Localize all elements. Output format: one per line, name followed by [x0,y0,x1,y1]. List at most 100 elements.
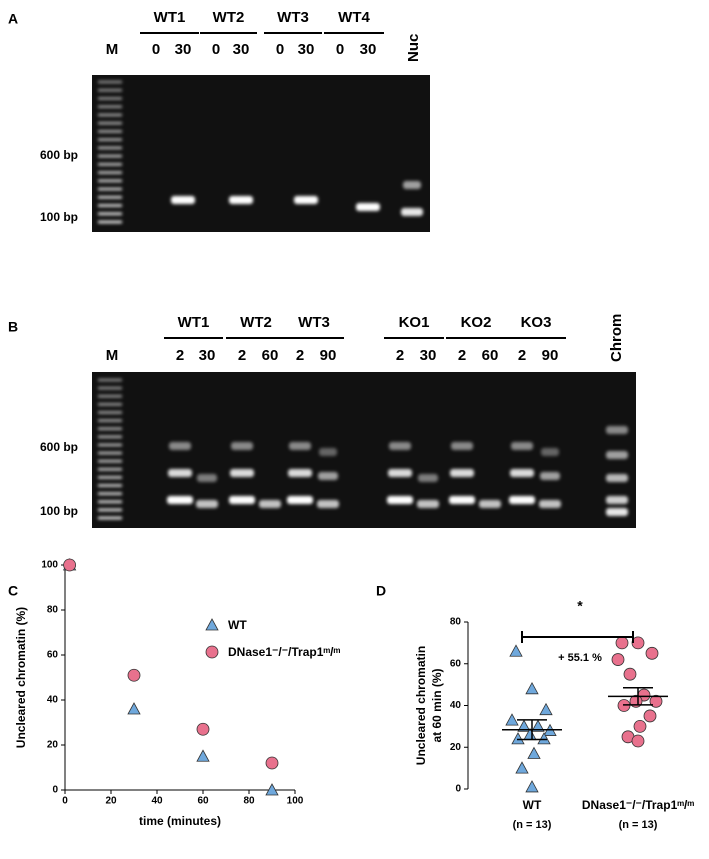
gel-band [511,442,533,450]
ladder-band [98,187,122,191]
lane-label: 30 [233,41,250,58]
ladder-band [98,162,122,166]
lane-label: 90 [320,347,337,364]
gel-band [319,448,337,456]
legend-label: DNase1⁻/⁻/Trap1ᵐ/ᵐ [228,645,340,659]
data-point [63,558,76,572]
ladder-band [98,467,122,471]
gel-band [231,442,253,450]
gel-band [197,474,217,482]
gel-band [169,442,191,450]
data-point [631,734,645,748]
size-label: 600 bp [40,440,78,454]
error-bar [623,687,653,706]
legend-marker [205,618,219,631]
panel-label: A [8,11,18,27]
lane-label: 2 [458,347,466,364]
data-point [517,719,531,732]
gel-band [230,469,254,477]
gel-band [167,496,193,504]
x-tick-label: 20 [105,796,117,807]
ladder-band [98,220,122,224]
ladder-band [98,80,122,84]
group-label: WT1 [178,314,210,331]
ladder-band [98,394,122,398]
data-point [525,681,539,695]
data-point [127,702,141,715]
y-tick-label: 20 [450,742,462,753]
gel-band [317,500,339,508]
data-point [515,761,529,774]
lane-label: 0 [336,41,344,58]
gel-band [606,496,628,504]
x-tick-label: 100 [287,796,304,807]
gel-band [294,196,318,204]
y-tick-label: 20 [47,740,59,751]
extra-lane-label: Nuc [405,34,422,62]
y-tick-label: 80 [47,605,59,616]
ladder-band [98,508,122,512]
y-tick-label: 0 [52,785,58,796]
ladder-band [98,154,122,158]
group-label: KO1 [399,314,430,331]
y-axis-title: at 60 min (%) [430,668,444,742]
ladder-band [98,138,122,142]
x-tick-label: 40 [151,796,163,807]
ladder-band [98,484,122,488]
data-point [643,709,657,723]
y-tick-label: 40 [47,695,59,706]
data-point [537,732,551,745]
ladder-band [98,179,122,183]
legend-label: WT [228,618,247,632]
group-label: WT1 [154,9,186,26]
marker-label: M [106,347,119,364]
ladder-band [98,88,122,92]
ladder-band [98,105,122,109]
y-axis-title: Uncleared chromatin (%) [14,607,28,748]
lane-label: 2 [296,347,304,364]
gel-band [401,208,423,216]
data-point [196,749,210,762]
ladder-band [98,427,122,431]
group-label: WT3 [298,314,330,331]
lane-label: 30 [298,41,315,58]
y-tick-label: 80 [450,617,462,628]
ladder-band [98,146,122,150]
category-label: WT [523,798,542,812]
ladder-band [98,113,122,117]
gel-band [479,500,501,508]
data-point [265,783,279,796]
gel-band [318,472,338,480]
data-point [509,644,523,657]
gel-band [540,472,560,480]
ladder-band [98,475,122,479]
lane-label: 0 [212,41,220,58]
ladder-band [98,195,122,199]
y-tick-label: 60 [450,658,462,669]
y-tick-label: 60 [47,650,59,661]
gel-band [510,469,534,477]
gel-band [171,196,195,204]
gel-band [606,426,628,434]
gel-band [168,469,192,477]
data-point [623,667,637,681]
significance-mark: * [577,598,583,614]
lane-label: 30 [175,41,192,58]
group-label: WT2 [240,314,272,331]
x-tick-label: 80 [243,796,255,807]
gel-band [541,448,559,456]
y-axis-title: Uncleared chromatin [414,646,428,765]
ladder-band [98,96,122,100]
panel-label: C [8,583,18,599]
ladder-band [98,459,122,463]
gel-band [196,500,218,508]
gel-band [451,442,473,450]
data-point [539,702,553,716]
size-label: 100 bp [40,504,78,518]
gel-band [606,508,628,516]
category-label: DNase1⁻/⁻/Trap1ᵐ/ᵐ [582,798,694,812]
ladder-band [98,443,122,447]
data-point [531,719,545,732]
lane-label: 90 [542,347,559,364]
